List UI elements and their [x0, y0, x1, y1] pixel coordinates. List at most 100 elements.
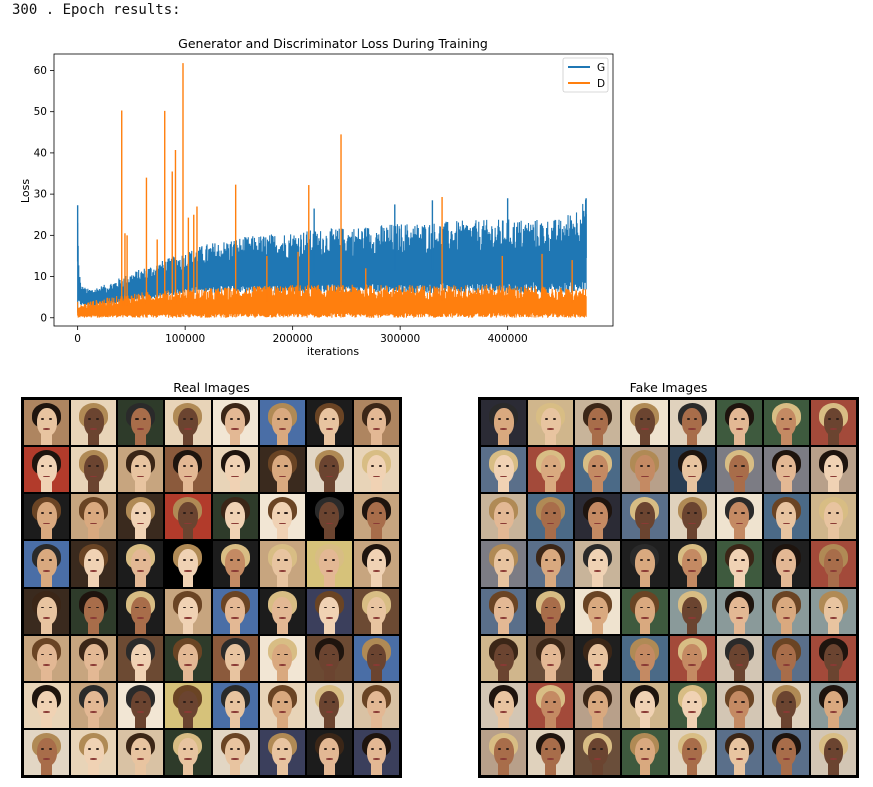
- face: [83, 737, 104, 766]
- neck: [498, 715, 509, 728]
- eye: [741, 559, 745, 562]
- eye: [276, 418, 280, 420]
- mouth: [829, 428, 838, 431]
- face-thumbnail: [763, 682, 809, 728]
- neck: [639, 668, 651, 681]
- face-thumbnail: [763, 447, 809, 493]
- eye: [733, 700, 737, 703]
- eye: [378, 512, 382, 515]
- neck: [733, 620, 745, 634]
- eye: [600, 700, 604, 703]
- mouth: [782, 758, 790, 761]
- face: [493, 737, 514, 766]
- eye: [600, 606, 604, 609]
- mouth: [594, 616, 602, 619]
- neck: [639, 479, 651, 493]
- mouth: [137, 616, 145, 619]
- face-thumbnail: [810, 588, 856, 634]
- eye: [600, 559, 604, 562]
- eye: [828, 465, 832, 467]
- face: [540, 643, 561, 672]
- eye: [284, 606, 288, 609]
- eye: [647, 747, 651, 750]
- face: [272, 502, 293, 531]
- neck: [229, 526, 241, 540]
- eye: [694, 653, 698, 656]
- face-thumbnail: [716, 541, 762, 587]
- x-tick-label: 100000: [165, 333, 205, 345]
- eye: [639, 700, 643, 703]
- mouth: [547, 664, 555, 666]
- mouth: [829, 569, 838, 572]
- y-tick-label: 20: [34, 230, 47, 242]
- face-thumbnail: [481, 494, 527, 540]
- neck: [371, 762, 382, 775]
- neck: [545, 715, 557, 728]
- face: [366, 408, 387, 437]
- neck: [371, 479, 382, 493]
- face-thumbnail: [810, 541, 856, 587]
- eye: [378, 559, 382, 562]
- neck: [88, 620, 100, 634]
- eye: [835, 465, 839, 467]
- eye: [741, 512, 745, 515]
- face: [682, 596, 702, 625]
- face: [319, 502, 340, 531]
- legend-label-g: G: [597, 62, 605, 74]
- eye: [639, 747, 643, 750]
- face: [36, 596, 57, 625]
- face-thumbnail: [71, 729, 117, 775]
- eye: [378, 418, 382, 420]
- face: [319, 596, 340, 625]
- eye: [835, 700, 839, 703]
- neck: [371, 432, 382, 446]
- eye: [639, 465, 643, 467]
- mouth: [829, 522, 838, 525]
- mouth: [42, 711, 51, 713]
- face-thumbnail: [212, 588, 258, 634]
- neck: [733, 762, 745, 775]
- face-thumbnail: [575, 494, 621, 540]
- face-thumbnail: [353, 494, 399, 540]
- neck: [276, 573, 288, 587]
- mouth: [641, 475, 649, 478]
- eye: [592, 418, 596, 420]
- face: [225, 643, 245, 672]
- neck: [229, 762, 241, 775]
- eye: [592, 465, 596, 467]
- neck: [545, 432, 557, 446]
- eye: [182, 465, 186, 467]
- neck: [88, 762, 100, 775]
- neck: [498, 479, 509, 493]
- mouth: [594, 711, 602, 713]
- y-axis-label: Loss: [19, 179, 32, 203]
- eye: [788, 512, 792, 515]
- mouth: [325, 569, 333, 572]
- mouth: [735, 522, 743, 525]
- mouth: [372, 475, 381, 478]
- eye: [284, 747, 288, 750]
- face: [729, 455, 750, 484]
- eye: [284, 465, 288, 467]
- mouth: [184, 616, 192, 619]
- face-thumbnail: [259, 494, 305, 540]
- eye: [276, 700, 280, 703]
- mouth: [231, 428, 239, 431]
- neck: [639, 762, 651, 775]
- eye: [190, 606, 194, 609]
- face-thumbnail: [575, 588, 621, 634]
- face: [776, 408, 797, 437]
- eye: [498, 700, 502, 703]
- mouth: [325, 475, 333, 478]
- eye: [741, 747, 745, 750]
- eye: [686, 747, 690, 750]
- eye: [371, 465, 375, 467]
- eye: [323, 700, 328, 703]
- eye: [135, 747, 139, 750]
- eye: [835, 418, 839, 420]
- face-thumbnail: [763, 541, 809, 587]
- face-thumbnail: [528, 541, 574, 587]
- mouth: [278, 522, 286, 525]
- eye: [371, 747, 375, 750]
- x-tick-label: 400000: [488, 333, 528, 345]
